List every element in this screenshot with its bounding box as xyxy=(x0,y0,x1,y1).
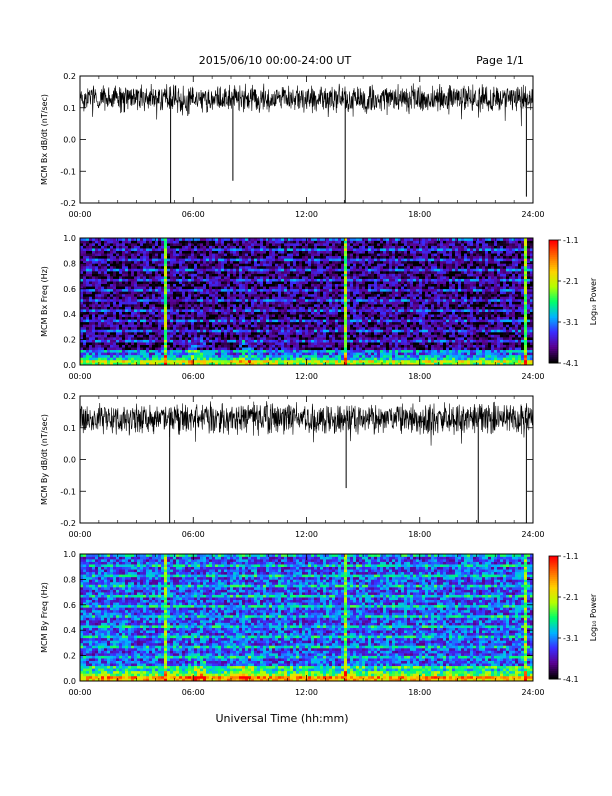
y-tick-label: 0.4 xyxy=(63,626,76,635)
y-tick-label: 0.8 xyxy=(63,259,76,268)
y-tick-label: 0.4 xyxy=(63,310,76,319)
colorbar-tick-label: -1.1 xyxy=(563,552,579,561)
panel-2: -1.1 -2.1 -3.1 -4.1 Log₁₀ Power 00:00 06:00 12:… xyxy=(40,234,598,381)
x-tick-label: 24:00 xyxy=(521,688,544,697)
y-tick-label: 0.0 xyxy=(63,677,76,686)
y-axis-label: MCM Bx dB/dt (nT/sec) xyxy=(40,94,49,185)
y-tick-label: 0.0 xyxy=(63,456,76,465)
date-range-title: 2015/06/10 00:00-24:00 UT xyxy=(199,54,352,67)
y-axis-label: MCM By dB/dt (nT/sec) xyxy=(40,414,49,505)
trace-line xyxy=(80,401,533,445)
page-number: Page 1/1 xyxy=(476,54,524,67)
colorbar-tick-label: -1.1 xyxy=(563,236,579,245)
colorbar-tick-label: -2.1 xyxy=(563,593,579,602)
x-tick-label: 00:00 xyxy=(68,372,91,381)
x-tick-label: 12:00 xyxy=(295,210,318,219)
y-tick-label: 0.2 xyxy=(63,392,76,401)
colorbar-tick-label: -4.1 xyxy=(563,359,579,368)
colorbar: -1.1 -2.1 -3.1 -4.1 Log₁₀ Power xyxy=(549,552,598,684)
y-tick-label: 0.2 xyxy=(63,72,76,81)
panel-frame xyxy=(80,76,533,203)
y-axis-label: MCM Bx Freq (Hz) xyxy=(40,266,49,337)
colorbar-label: Log₁₀ Power xyxy=(589,593,598,641)
y-tick-label: 0.6 xyxy=(63,285,76,294)
y-tick-label: -0.1 xyxy=(60,167,76,176)
x-tick-label: 12:00 xyxy=(295,530,318,539)
x-tick-label: 24:00 xyxy=(521,530,544,539)
x-tick-label: 06:00 xyxy=(182,688,205,697)
x-tick-label: 06:00 xyxy=(182,372,205,381)
x-axis-title: Universal Time (hh:mm) xyxy=(216,712,349,725)
y-tick-label: 0.2 xyxy=(63,652,76,661)
x-tick-label: 12:00 xyxy=(295,688,318,697)
colorbar-tick-label: -4.1 xyxy=(563,675,579,684)
y-tick-label: 0.0 xyxy=(63,361,76,370)
x-tick-label: 18:00 xyxy=(408,688,431,697)
colorbar-label: Log₁₀ Power xyxy=(589,277,598,325)
y-tick-label: 0.6 xyxy=(63,601,76,610)
x-tick-label: 18:00 xyxy=(408,530,431,539)
y-tick-label: 0.0 xyxy=(63,136,76,145)
colorbar: -1.1 -2.1 -3.1 -4.1 Log₁₀ Power xyxy=(549,236,598,368)
x-tick-label: 06:00 xyxy=(182,530,205,539)
x-tick-label: 24:00 xyxy=(521,372,544,381)
colorbar-tick-label: -2.1 xyxy=(563,277,579,286)
y-tick-label: 0.2 xyxy=(63,336,76,345)
y-tick-label: 1.0 xyxy=(63,550,76,559)
y-tick-label: 0.1 xyxy=(63,424,76,433)
x-tick-label: 18:00 xyxy=(408,372,431,381)
colorbar-tick-label: -3.1 xyxy=(563,634,579,643)
x-tick-label: 00:00 xyxy=(68,210,91,219)
x-tick-label: 00:00 xyxy=(68,688,91,697)
panel-4: -1.1 -2.1 -3.1 -4.1 Log₁₀ Power 00:00 06:00 12:… xyxy=(40,550,598,697)
spectrogram-cells xyxy=(80,238,533,365)
x-tick-label: 06:00 xyxy=(182,210,205,219)
y-tick-label: -0.2 xyxy=(60,199,76,208)
y-tick-label: 0.8 xyxy=(63,575,76,584)
panel-1: 00:00 06:00 12:00 18:00 24:00 0.2 0.1 0.0 -0.1 -0… xyxy=(40,72,545,219)
spectrogram-cells xyxy=(80,554,533,681)
y-axis-label: MCM By Freq (Hz) xyxy=(40,582,49,653)
colorbar-tick-label: -3.1 xyxy=(563,318,579,327)
trace-line xyxy=(80,83,533,126)
x-tick-label: 24:00 xyxy=(521,210,544,219)
x-tick-label: 12:00 xyxy=(295,372,318,381)
y-tick-label: 0.1 xyxy=(63,104,76,113)
y-tick-label: 1.0 xyxy=(63,234,76,243)
x-tick-label: 00:00 xyxy=(68,530,91,539)
panel-3: 00:00 06:00 12:00 18:00 24:00 0.2 0.1 0.0 -0.1 -0… xyxy=(40,392,545,539)
x-tick-label: 18:00 xyxy=(408,210,431,219)
y-tick-label: -0.2 xyxy=(60,519,76,528)
y-tick-label: -0.1 xyxy=(60,487,76,496)
